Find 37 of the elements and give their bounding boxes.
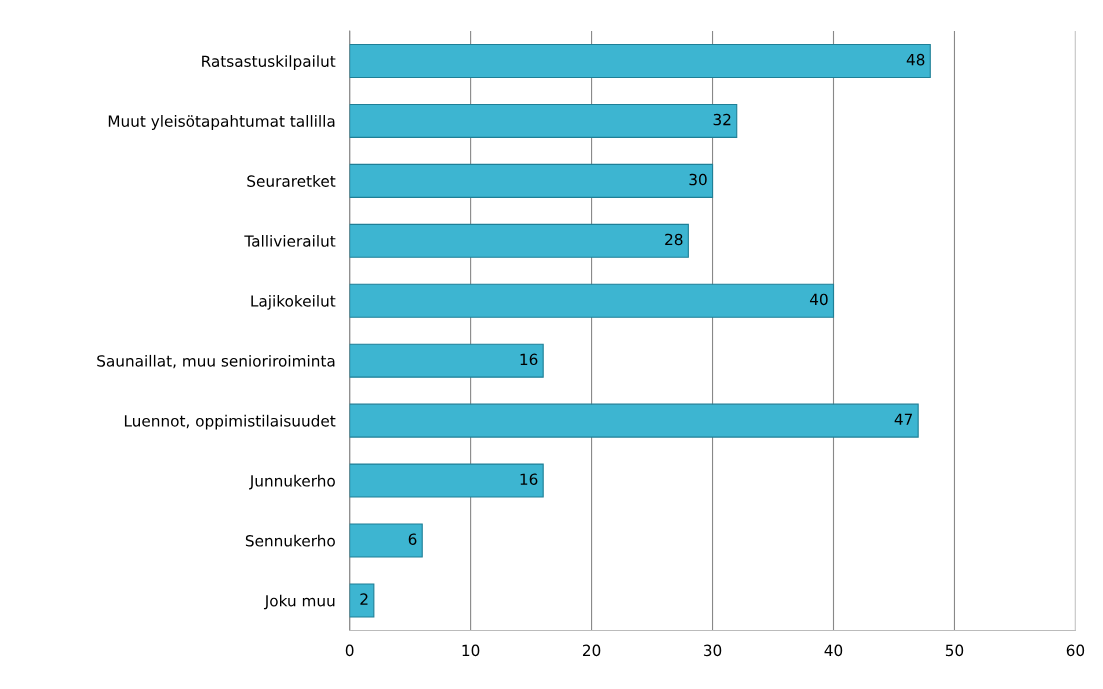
x-tick-label: 50 bbox=[945, 644, 964, 657]
x-tick-label: 10 bbox=[462, 644, 480, 657]
bar bbox=[349, 283, 835, 318]
bar bbox=[349, 223, 689, 258]
bar bbox=[349, 103, 738, 138]
bar bbox=[349, 343, 544, 378]
x-tick-label: 60 bbox=[1066, 644, 1085, 657]
y-tick-label: Sennukerho bbox=[245, 534, 335, 547]
data-label: 6 bbox=[408, 533, 417, 545]
data-label: 48 bbox=[906, 53, 925, 66]
x-tick-label: 40 bbox=[824, 644, 843, 657]
data-label: 2 bbox=[360, 593, 368, 605]
y-tick-label: Tallivierailut bbox=[244, 235, 336, 247]
data-label: 30 bbox=[689, 173, 707, 186]
data-label: 16 bbox=[520, 353, 538, 366]
data-label: 40 bbox=[809, 293, 828, 306]
y-tick-label: Saunaillat, muu senioriroiminta bbox=[97, 354, 335, 369]
bar bbox=[349, 163, 714, 198]
y-tick-label: Muut yleisötapahtumat tallilla bbox=[108, 115, 335, 130]
y-tick-label: Lajikokeilut bbox=[251, 294, 336, 310]
bar bbox=[349, 43, 931, 79]
bar bbox=[349, 583, 375, 618]
bar bbox=[349, 463, 544, 498]
x-tick-label: 30 bbox=[703, 644, 722, 657]
bar bbox=[349, 523, 423, 558]
x-tick-label: 0 bbox=[345, 644, 354, 657]
data-label: 28 bbox=[665, 233, 683, 246]
x-tick-label: 20 bbox=[582, 644, 601, 657]
data-label: 16 bbox=[520, 473, 538, 486]
y-tick-label: Junnukerho bbox=[249, 474, 335, 490]
y-tick-label: Joku muu bbox=[263, 594, 335, 610]
data-label: 32 bbox=[713, 113, 731, 126]
data-label: 47 bbox=[894, 413, 913, 425]
bar bbox=[349, 403, 919, 438]
y-tick-label: Seuraretket bbox=[247, 175, 336, 187]
y-tick-label: Ratsastuskilpailut bbox=[202, 55, 336, 70]
y-tick-label: Luennot, oppimistilaisuudet bbox=[124, 414, 336, 430]
